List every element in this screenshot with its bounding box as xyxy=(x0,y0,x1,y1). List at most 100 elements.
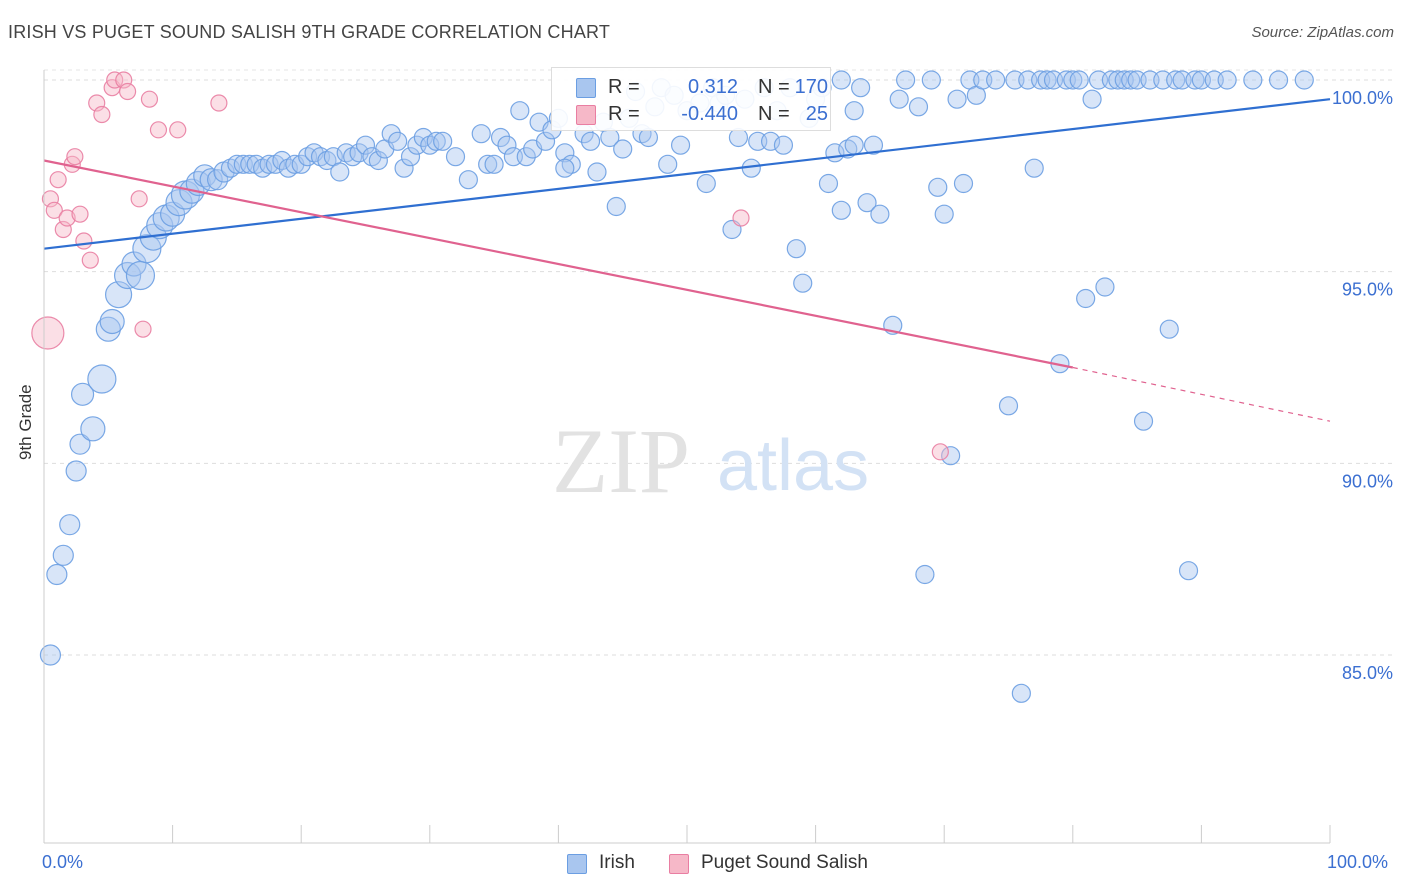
r-value: 0.312 xyxy=(687,76,738,98)
data-point xyxy=(658,154,678,174)
data-point xyxy=(1063,70,1083,90)
data-point xyxy=(931,443,949,461)
data-point xyxy=(510,101,530,121)
data-point xyxy=(272,150,292,171)
data-point xyxy=(1294,70,1314,90)
data-point xyxy=(1159,319,1179,339)
trend-line-salish xyxy=(43,159,1074,369)
data-point xyxy=(516,147,536,167)
data-point xyxy=(613,139,633,159)
data-point xyxy=(870,204,890,224)
data-point xyxy=(193,164,217,188)
legend-label-salish: Puget Sound Salish xyxy=(701,852,868,873)
data-point xyxy=(39,644,62,666)
data-point xyxy=(915,564,935,585)
data-point xyxy=(394,158,414,178)
y-tick-label: 95.0% xyxy=(1342,280,1393,300)
data-point xyxy=(490,127,511,148)
data-point xyxy=(99,308,125,335)
data-points xyxy=(31,70,1314,703)
data-point xyxy=(670,135,691,155)
legend-swatch-irish xyxy=(567,854,587,874)
data-point xyxy=(31,316,65,350)
data-point xyxy=(149,121,168,139)
watermark-zip: ZIP xyxy=(552,410,690,512)
data-point xyxy=(45,201,63,219)
data-point xyxy=(80,416,106,442)
data-point xyxy=(75,232,93,250)
data-point xyxy=(934,204,954,224)
axes xyxy=(43,70,1331,844)
data-point xyxy=(400,147,421,167)
data-point xyxy=(445,147,466,167)
data-point xyxy=(831,70,851,90)
data-point xyxy=(555,158,575,178)
data-point xyxy=(851,78,871,98)
data-point xyxy=(1095,277,1115,297)
r-label: R = xyxy=(608,76,640,98)
data-point xyxy=(896,70,916,90)
data-point xyxy=(210,94,228,112)
data-point xyxy=(773,135,794,155)
legend-swatch-salish xyxy=(669,854,689,874)
n-label: N = xyxy=(758,76,790,98)
data-point xyxy=(70,382,95,406)
data-point xyxy=(1121,70,1141,90)
data-point xyxy=(52,544,74,566)
data-point xyxy=(696,173,716,194)
watermark: ZIP atlas xyxy=(552,410,869,512)
data-point xyxy=(844,135,864,155)
data-point xyxy=(1011,683,1031,703)
data-point xyxy=(199,168,223,192)
data-point xyxy=(941,446,961,466)
data-point xyxy=(793,273,813,293)
x-tick-max: 100.0% xyxy=(1327,852,1389,872)
data-point xyxy=(928,177,948,197)
data-point xyxy=(125,260,156,291)
n-label: N = xyxy=(758,103,790,125)
data-point xyxy=(106,71,124,89)
data-point xyxy=(368,150,388,171)
data-point xyxy=(87,364,117,394)
y-tick-label: 85.0% xyxy=(1342,663,1393,683)
data-point xyxy=(831,200,851,220)
y-tick-label: 90.0% xyxy=(1342,471,1393,491)
data-point xyxy=(580,131,601,151)
data-point xyxy=(1243,70,1263,90)
watermark-atlas: atlas xyxy=(717,426,869,506)
data-point xyxy=(433,131,453,151)
data-point xyxy=(844,101,864,121)
trend-lines xyxy=(43,98,1331,422)
data-point xyxy=(259,154,279,174)
data-point xyxy=(760,131,781,151)
data-point xyxy=(1069,70,1089,90)
data-point xyxy=(95,316,121,342)
data-point xyxy=(388,131,408,151)
n-value: 170 xyxy=(794,76,828,98)
data-point xyxy=(889,89,909,109)
data-point xyxy=(1037,70,1057,90)
data-point xyxy=(240,154,260,174)
data-point xyxy=(1217,70,1237,90)
r-value: -0.440 xyxy=(681,103,738,125)
data-point xyxy=(1268,70,1289,90)
data-point xyxy=(1185,70,1205,90)
data-point xyxy=(59,514,81,536)
data-point xyxy=(413,127,433,148)
trend-line-irish xyxy=(43,98,1331,250)
data-point xyxy=(471,124,491,144)
data-point xyxy=(732,209,750,227)
data-point xyxy=(953,173,974,194)
data-point xyxy=(1024,158,1044,178)
source-label: Source: ZipAtlas.com xyxy=(1251,24,1394,41)
data-point xyxy=(478,154,498,174)
data-point xyxy=(130,190,148,208)
data-point xyxy=(863,135,884,155)
data-point xyxy=(947,89,967,109)
y-tick-label: 100.0% xyxy=(1332,88,1393,108)
legend-swatch-irish xyxy=(576,78,596,98)
data-point xyxy=(71,205,89,223)
data-point xyxy=(81,251,99,269)
data-point xyxy=(140,90,159,108)
data-point xyxy=(118,82,137,101)
